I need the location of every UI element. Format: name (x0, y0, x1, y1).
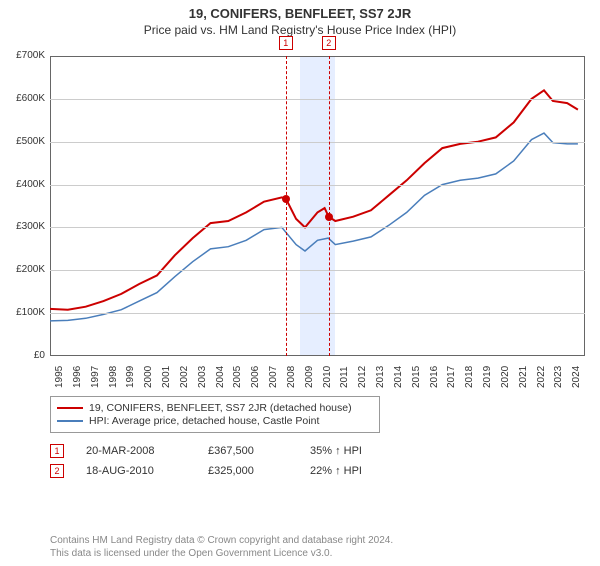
gridline (50, 313, 585, 314)
x-axis-label: 2022 (536, 366, 547, 388)
gridline (50, 227, 585, 228)
gridline (50, 142, 585, 143)
footer-line-2: This data is licensed under the Open Gov… (50, 547, 393, 560)
legend-swatch (57, 407, 83, 409)
legend-swatch (57, 420, 83, 422)
sales-table: 1 20-MAR-2008 £367,500 35% ↑ HPI 2 18-AUG-201… (50, 438, 362, 484)
x-axis-label: 2009 (304, 366, 315, 388)
x-axis-label: 2015 (411, 366, 422, 388)
x-axis-label: 2023 (553, 366, 564, 388)
sale-badge: 2 (50, 464, 64, 478)
y-axis-label: £200K (0, 264, 45, 275)
sale-price: £367,500 (208, 445, 288, 457)
footer-line-1: Contains HM Land Registry data © Crown c… (50, 534, 393, 547)
x-axis-label: 2019 (482, 366, 493, 388)
sale-delta: 35% ↑ HPI (310, 445, 362, 457)
x-axis-label: 2013 (375, 366, 386, 388)
x-axis-label: 2021 (518, 366, 529, 388)
x-axis-label: 2005 (232, 366, 243, 388)
series-property (50, 90, 578, 309)
price-chart: £0£100K£200K£300K£400K£500K£600K£700K199… (50, 56, 585, 356)
sale-marker-badge: 1 (279, 36, 293, 50)
x-axis-label: 2016 (429, 366, 440, 388)
sale-row: 2 18-AUG-2010 £325,000 22% ↑ HPI (50, 464, 362, 478)
x-axis-label: 2001 (161, 366, 172, 388)
footer-attribution: Contains HM Land Registry data © Crown c… (50, 534, 393, 560)
gridline (50, 270, 585, 271)
legend-row: 19, CONIFERS, BENFLEET, SS7 2JR (detache… (57, 402, 373, 414)
x-axis-label: 2011 (339, 366, 350, 388)
x-axis-label: 1998 (108, 366, 119, 388)
sale-marker-line (329, 56, 330, 356)
x-axis-label: 2004 (215, 366, 226, 388)
x-axis-label: 2024 (571, 366, 582, 388)
x-axis-label: 2010 (322, 366, 333, 388)
legend: 19, CONIFERS, BENFLEET, SS7 2JR (detache… (50, 396, 380, 433)
gridline (50, 185, 585, 186)
sale-marker-dot (282, 195, 290, 203)
x-axis-label: 1997 (90, 366, 101, 388)
x-axis-label: 2002 (179, 366, 190, 388)
x-axis-label: 2006 (250, 366, 261, 388)
x-axis-label: 2000 (143, 366, 154, 388)
y-axis-label: £700K (0, 50, 45, 61)
x-axis-label: 2007 (268, 366, 279, 388)
y-axis-label: £100K (0, 307, 45, 318)
legend-label: HPI: Average price, detached house, Cast… (89, 415, 319, 427)
sale-price: £325,000 (208, 465, 288, 477)
y-axis-label: £600K (0, 93, 45, 104)
y-axis-label: £500K (0, 136, 45, 147)
y-axis-label: £300K (0, 221, 45, 232)
page-title: 19, CONIFERS, BENFLEET, SS7 2JR (0, 6, 600, 21)
sale-marker-dot (325, 213, 333, 221)
x-axis-label: 2012 (357, 366, 368, 388)
sale-date: 20-MAR-2008 (86, 445, 186, 457)
y-axis-label: £400K (0, 179, 45, 190)
chart-svg (50, 56, 585, 356)
x-axis-label: 2018 (464, 366, 475, 388)
sale-delta: 22% ↑ HPI (310, 465, 362, 477)
legend-row: HPI: Average price, detached house, Cast… (57, 415, 373, 427)
sale-badge: 1 (50, 444, 64, 458)
sale-date: 18-AUG-2010 (86, 465, 186, 477)
y-axis-label: £0 (0, 350, 45, 361)
x-axis-label: 2014 (393, 366, 404, 388)
x-axis-label: 2017 (446, 366, 457, 388)
x-axis-label: 1999 (125, 366, 136, 388)
sale-marker-line (286, 56, 287, 356)
x-axis-label: 2020 (500, 366, 511, 388)
x-axis-label: 1996 (72, 366, 83, 388)
x-axis-label: 1995 (54, 366, 65, 388)
page-subtitle: Price paid vs. HM Land Registry's House … (0, 23, 600, 37)
sale-marker-badge: 2 (322, 36, 336, 50)
legend-label: 19, CONIFERS, BENFLEET, SS7 2JR (detache… (89, 402, 352, 414)
gridline (50, 99, 585, 100)
x-axis-label: 2003 (197, 366, 208, 388)
sale-row: 1 20-MAR-2008 £367,500 35% ↑ HPI (50, 444, 362, 458)
x-axis-label: 2008 (286, 366, 297, 388)
